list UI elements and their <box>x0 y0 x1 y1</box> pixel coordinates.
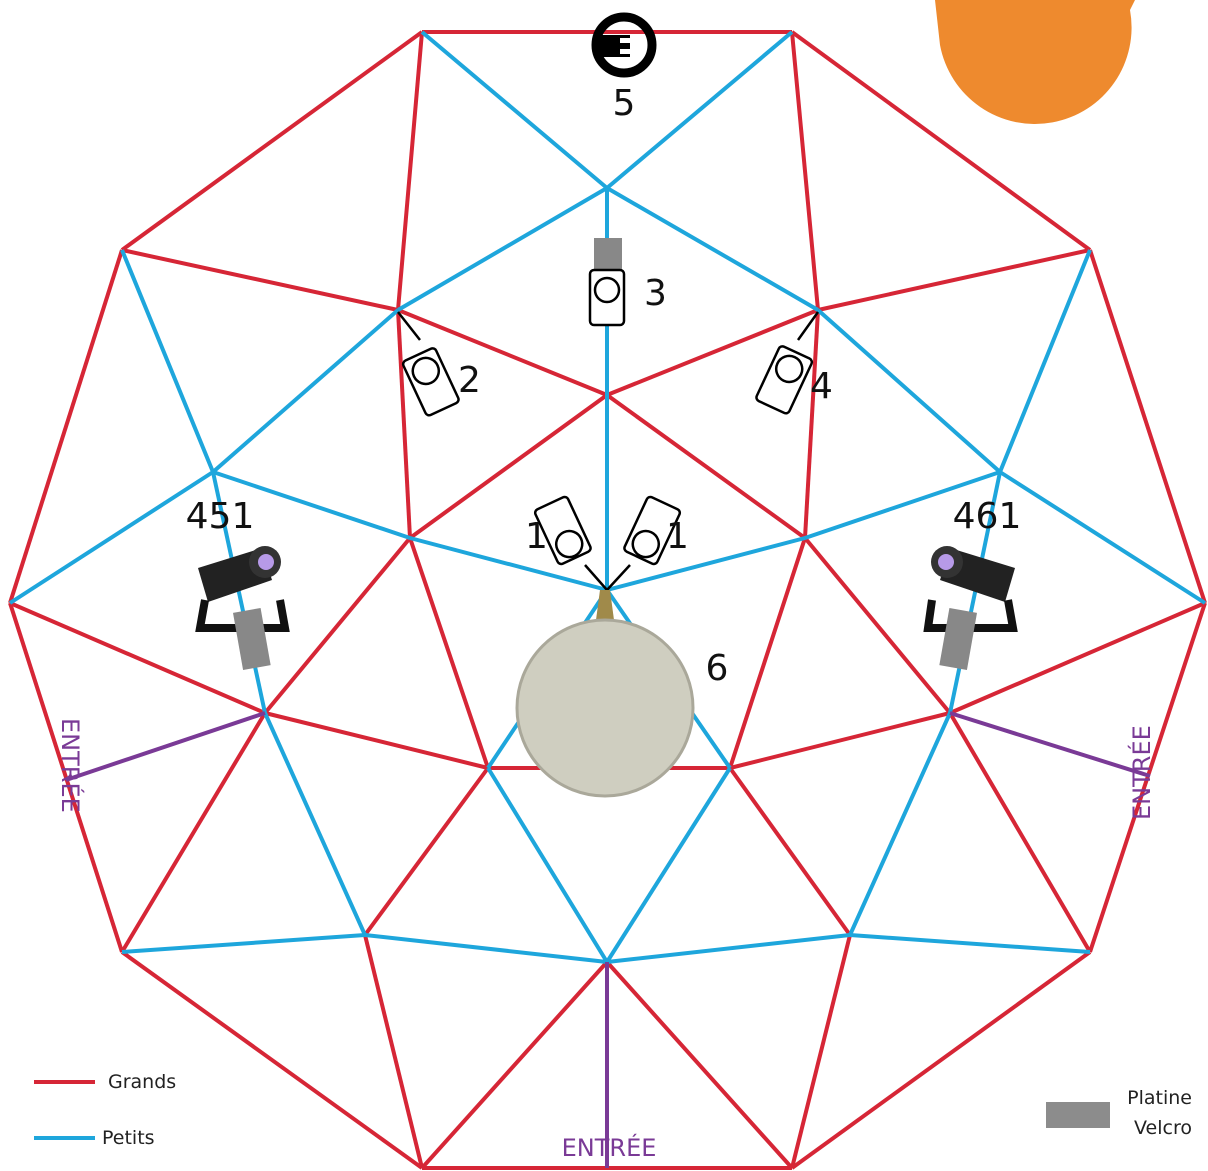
legend-label: Petits <box>102 1127 155 1149</box>
strut <box>122 713 265 952</box>
spot-label: 451 <box>186 496 255 537</box>
strut <box>10 472 213 603</box>
strut <box>818 310 1000 472</box>
strut <box>850 935 1090 952</box>
strut <box>66 713 265 780</box>
strut <box>122 250 398 310</box>
strut <box>365 768 488 935</box>
strut <box>10 603 265 713</box>
strut <box>607 768 730 962</box>
strut <box>122 250 213 472</box>
strut <box>1090 250 1205 603</box>
strut <box>607 188 818 310</box>
power-icon <box>596 17 652 73</box>
strut <box>265 713 365 935</box>
entrance-label: ENTRÉE <box>56 718 85 813</box>
strut <box>265 713 488 768</box>
strut <box>122 32 422 250</box>
strut <box>730 768 850 935</box>
strut <box>213 310 398 472</box>
strut <box>10 250 122 603</box>
strut <box>398 310 410 538</box>
strut <box>850 713 950 935</box>
legend-label: Platine <box>1127 1087 1192 1109</box>
strut <box>805 310 818 538</box>
fixture-label: 2 <box>458 360 481 401</box>
strut <box>365 935 607 962</box>
logo <box>935 0 1135 124</box>
strut <box>818 250 1090 310</box>
moon <box>517 620 693 796</box>
entrance-label: ENTRÉE <box>1127 725 1156 820</box>
strut <box>122 935 365 952</box>
strut <box>730 538 805 768</box>
strut <box>1000 250 1090 472</box>
fixture-label: 3 <box>644 273 667 314</box>
strut <box>1000 472 1205 603</box>
strut <box>422 32 607 188</box>
dome-plan: 5 3 2 4 1 1 451 461 6 ENTRÉE ENTRÉE ENTR… <box>0 0 1208 1171</box>
legend-label: Grands <box>108 1071 176 1093</box>
moon-label: 6 <box>706 648 729 689</box>
legend-swatch <box>1046 1102 1110 1128</box>
strut <box>410 538 488 768</box>
strut <box>950 603 1205 713</box>
strut <box>730 713 950 768</box>
strut <box>792 32 818 310</box>
strut <box>398 188 607 310</box>
legend-label: Velcro <box>1134 1117 1192 1139</box>
entrance-label: ENTRÉE <box>562 1133 657 1162</box>
power-label: 5 <box>613 83 636 124</box>
spot-label: 461 <box>953 496 1022 537</box>
strut <box>607 395 805 538</box>
fixture-label: 4 <box>810 366 833 407</box>
fixture-label: 1 <box>525 516 548 557</box>
fixture-label: 1 <box>666 516 689 557</box>
strut <box>398 32 422 310</box>
strut <box>607 935 850 962</box>
strut <box>488 768 607 962</box>
